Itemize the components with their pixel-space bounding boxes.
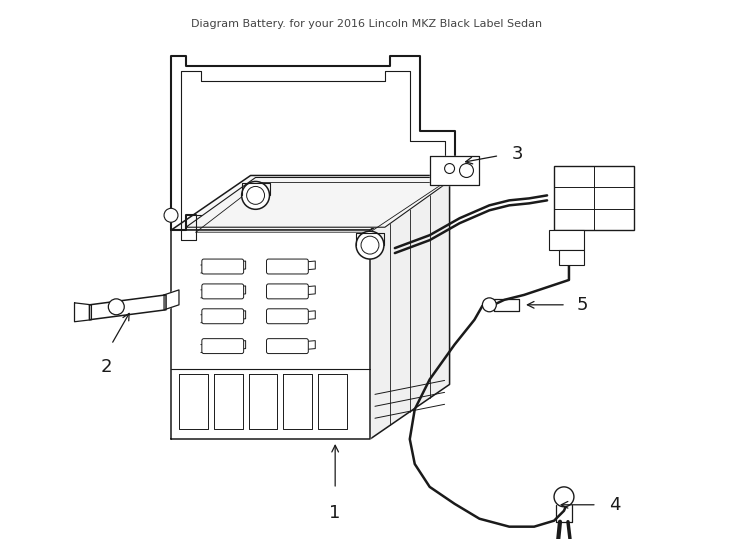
FancyBboxPatch shape: [554, 166, 633, 230]
Circle shape: [241, 181, 269, 210]
Circle shape: [445, 164, 454, 173]
Polygon shape: [164, 290, 179, 310]
Text: 5: 5: [577, 296, 589, 314]
Circle shape: [164, 208, 178, 222]
Circle shape: [482, 298, 496, 312]
Polygon shape: [171, 230, 370, 439]
Circle shape: [459, 164, 473, 178]
FancyBboxPatch shape: [549, 230, 584, 250]
Circle shape: [356, 231, 384, 259]
Text: 2: 2: [101, 357, 112, 375]
Polygon shape: [370, 176, 449, 439]
FancyBboxPatch shape: [202, 284, 244, 299]
Polygon shape: [171, 176, 449, 230]
FancyBboxPatch shape: [202, 259, 244, 274]
Polygon shape: [429, 156, 479, 185]
Circle shape: [247, 186, 264, 204]
Text: 1: 1: [330, 504, 341, 522]
FancyBboxPatch shape: [266, 284, 308, 299]
Circle shape: [554, 487, 574, 507]
FancyBboxPatch shape: [559, 250, 584, 265]
FancyBboxPatch shape: [266, 259, 308, 274]
Polygon shape: [90, 295, 166, 320]
FancyBboxPatch shape: [202, 339, 244, 354]
Text: 4: 4: [608, 496, 620, 514]
Polygon shape: [75, 303, 92, 322]
Circle shape: [109, 299, 124, 315]
Text: Diagram Battery. for your 2016 Lincoln MKZ Black Label Sedan: Diagram Battery. for your 2016 Lincoln M…: [192, 19, 542, 29]
FancyBboxPatch shape: [266, 309, 308, 323]
FancyBboxPatch shape: [266, 339, 308, 354]
FancyBboxPatch shape: [202, 309, 244, 323]
Text: 3: 3: [512, 145, 523, 163]
Polygon shape: [186, 178, 454, 227]
Circle shape: [361, 236, 379, 254]
